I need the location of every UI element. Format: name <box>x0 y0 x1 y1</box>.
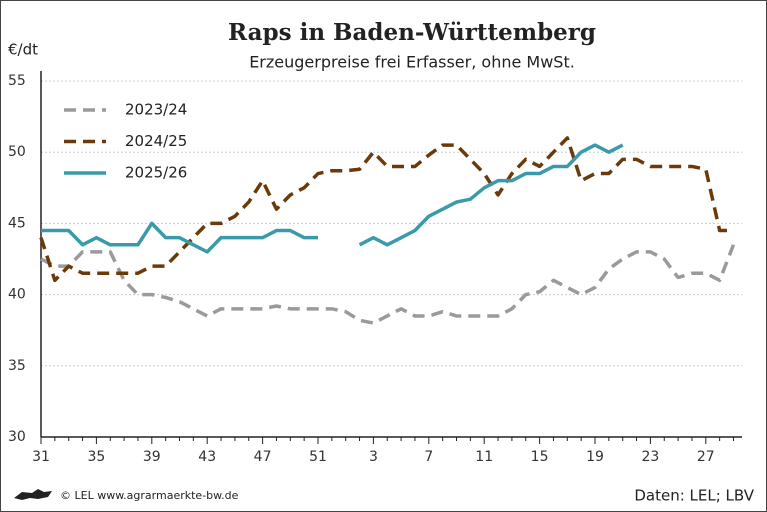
x-tick-label: 11 <box>475 449 493 465</box>
x-tick-label: 27 <box>697 449 715 465</box>
y-tick-label: 30 <box>8 429 26 445</box>
y-tick-label: 55 <box>8 73 26 89</box>
x-tick-label: 47 <box>254 449 272 465</box>
x-tick-label: 19 <box>586 449 604 465</box>
y-tick-label: 35 <box>8 358 26 374</box>
x-tick-label: 31 <box>32 449 50 465</box>
x-tick-label: 35 <box>87 449 105 465</box>
y-tick-label: 50 <box>8 144 26 160</box>
legend-label: 2024/25 <box>125 132 187 150</box>
chart-title: Raps in Baden-Württemberg <box>228 19 596 46</box>
series-line <box>39 136 734 283</box>
legend-label: 2025/26 <box>125 164 187 182</box>
copyright: © LEL www.agrarmaerkte-bw.de <box>60 489 239 502</box>
x-tick-label: 51 <box>309 449 327 465</box>
x-tick-label: 7 <box>424 449 433 465</box>
x-tick-label: 43 <box>198 449 216 465</box>
series-line <box>41 143 624 254</box>
y-tick-label: 45 <box>8 215 26 231</box>
legend-label: 2023/24 <box>125 101 187 119</box>
logo <box>14 489 52 500</box>
y-axis-label: €/dt <box>8 41 38 59</box>
source: Daten: LEL; LBV <box>634 487 754 505</box>
x-tick-label: 39 <box>143 449 161 465</box>
y-tick-label: 40 <box>8 287 26 303</box>
x-tick-label: 3 <box>369 449 378 465</box>
chart-subtitle: Erzeugerpreise frei Erfasser, ohne MwSt. <box>249 53 575 72</box>
series-line <box>40 244 736 325</box>
x-tick-label: 23 <box>641 449 659 465</box>
x-tick-label: 15 <box>531 449 549 465</box>
